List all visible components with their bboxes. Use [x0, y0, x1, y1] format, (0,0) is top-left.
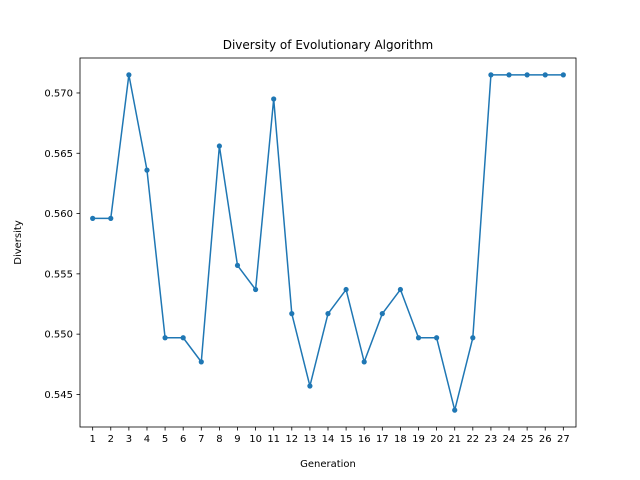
data-point [198, 359, 204, 365]
x-tick-label: 26 [539, 434, 552, 445]
y-tick-label: 0.545 [44, 390, 73, 401]
x-tick-label: 7 [198, 434, 204, 445]
data-point [252, 286, 259, 293]
plot-area [90, 72, 566, 413]
y-axis-ticks: 0.545 0.550 0.555 0.560 0.565 0.570 [44, 88, 80, 401]
x-tick-label: 16 [358, 434, 371, 445]
x-tick-label: 15 [340, 434, 353, 445]
x-tick-label: 20 [430, 434, 443, 445]
x-axis-ticks: 1 2 3 4 5 6 7 8 9 10 11 12 13 14 15 16 17 18 19 20 21 22 23 24 2… [89, 427, 570, 445]
data-point [108, 215, 114, 221]
x-tick-label: 3 [126, 434, 132, 445]
data-point [162, 335, 168, 341]
data-point [542, 72, 548, 78]
x-tick-label: 2 [108, 434, 114, 445]
data-point [216, 143, 222, 149]
y-axis-label: Diversity [13, 220, 24, 265]
y-tick-label: 0.550 [44, 330, 73, 341]
data-point [234, 262, 241, 269]
x-tick-label: 14 [322, 434, 335, 445]
x-tick-label: 12 [285, 434, 298, 445]
chart-title: Diversity of Evolutionary Algorithm [223, 38, 434, 52]
x-tick-label: 5 [162, 434, 168, 445]
x-tick-label: 22 [466, 434, 479, 445]
x-axis-label: Generation [300, 459, 356, 470]
data-point [90, 215, 96, 221]
x-tick-label: 4 [144, 434, 150, 445]
x-tick-label: 25 [521, 434, 534, 445]
data-point [524, 72, 530, 78]
y-tick-label: 0.560 [44, 209, 73, 220]
data-point [361, 359, 367, 365]
data-point [434, 335, 440, 341]
data-point [488, 72, 494, 78]
x-tick-label: 24 [503, 434, 516, 445]
data-point [379, 311, 385, 317]
x-tick-label: 1 [89, 434, 95, 445]
data-point [560, 72, 566, 78]
x-tick-label: 27 [557, 434, 570, 445]
data-point [126, 72, 132, 78]
y-tick-label: 0.565 [44, 149, 73, 160]
x-tick-label: 8 [216, 434, 222, 445]
x-tick-label: 10 [249, 434, 262, 445]
data-point [180, 335, 186, 341]
data-point [325, 311, 331, 317]
x-tick-label: 11 [267, 434, 280, 445]
data-point [452, 407, 458, 413]
x-tick-label: 21 [448, 434, 461, 445]
data-point [271, 96, 277, 102]
x-tick-label: 18 [394, 434, 407, 445]
data-point [289, 311, 295, 317]
y-tick-label: 0.555 [44, 269, 73, 280]
data-point [470, 335, 476, 341]
data-point [144, 167, 150, 173]
x-tick-label: 9 [234, 434, 240, 445]
data-point [415, 335, 422, 341]
x-tick-label: 19 [412, 434, 425, 445]
x-tick-label: 6 [180, 434, 186, 445]
x-tick-label: 13 [304, 434, 317, 445]
data-point [343, 286, 349, 293]
x-tick-label: 17 [376, 434, 389, 445]
series-line [92, 74, 564, 411]
y-tick-label: 0.570 [44, 88, 73, 99]
x-tick-label: 23 [485, 434, 498, 445]
data-point [506, 72, 512, 78]
data-point [397, 286, 404, 293]
data-point [307, 383, 313, 389]
